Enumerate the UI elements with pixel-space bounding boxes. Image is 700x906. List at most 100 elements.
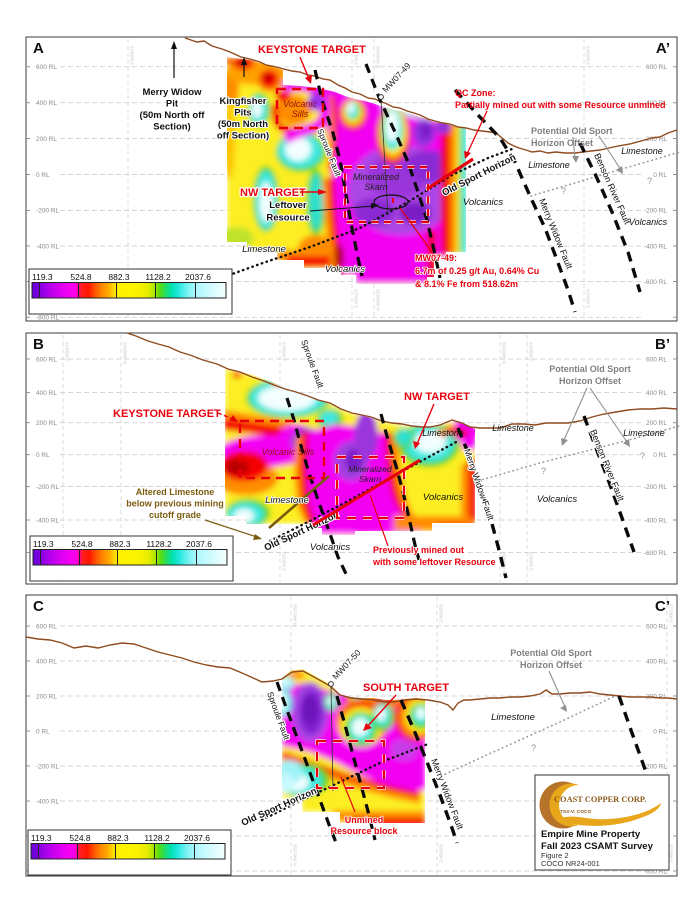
svg-text:882.3: 882.3 <box>108 272 130 282</box>
svg-text:Volcanics: Volcanics <box>463 197 504 208</box>
svg-text:5590000 N: 5590000 N <box>123 342 128 364</box>
svg-text:882.3: 882.3 <box>109 539 131 549</box>
svg-text:5597000 N: 5597000 N <box>293 604 298 626</box>
svg-text:?: ? <box>531 743 536 753</box>
svg-text:882.3: 882.3 <box>107 833 129 843</box>
svg-text:0 RL: 0 RL <box>36 728 50 735</box>
svg-text:400 RL: 400 RL <box>36 100 57 107</box>
svg-text:Potential Old Sport: Potential Old Sport <box>510 648 592 658</box>
svg-text:1128.2: 1128.2 <box>145 272 171 282</box>
svg-text:626000 E: 626000 E <box>586 289 591 308</box>
svg-text:?: ? <box>541 466 546 476</box>
svg-text:-200 RL: -200 RL <box>36 763 60 770</box>
svg-text:& 8.1% Fe from 518.62m: & 8.1% Fe from 518.62m <box>415 279 518 289</box>
svg-text:MW07-49:: MW07-49: <box>415 253 457 263</box>
svg-text:Limestone: Limestone <box>491 712 535 723</box>
svg-text:5590000 N: 5590000 N <box>502 342 507 364</box>
svg-text:Pits: Pits <box>234 108 251 119</box>
svg-text:Volcanics: Volcanics <box>325 264 366 275</box>
svg-text:Figure 2: Figure 2 <box>541 851 569 860</box>
svg-text:Volcanics: Volcanics <box>423 492 464 503</box>
svg-text:Volcanics: Volcanics <box>310 542 351 553</box>
svg-text:Mineralized: Mineralized <box>348 464 392 474</box>
svg-text:Section): Section) <box>153 122 190 133</box>
svg-text:-400 RL: -400 RL <box>36 517 60 524</box>
svg-text:Volcanics: Volcanics <box>537 494 578 505</box>
svg-text:400 RL: 400 RL <box>36 658 57 665</box>
svg-text:Limestone: Limestone <box>621 146 663 156</box>
svg-text:COAST COPPER CORP.: COAST COPPER CORP. <box>554 795 646 804</box>
svg-text:B: B <box>33 336 44 353</box>
svg-text:Limestone: Limestone <box>623 428 665 438</box>
svg-text:524.8: 524.8 <box>71 539 93 549</box>
svg-text:Volcanic Sills: Volcanic Sills <box>262 447 315 457</box>
svg-text:Skarn: Skarn <box>359 474 381 484</box>
svg-text:Unmined: Unmined <box>345 815 384 825</box>
svg-text:624000 E: 624000 E <box>130 46 135 65</box>
svg-text:Partially mined out with some: Partially mined out with some Resource u… <box>455 100 666 110</box>
svg-text:-400 RL: -400 RL <box>36 798 60 805</box>
svg-text:Limestone: Limestone <box>528 160 570 170</box>
svg-text:QC Zone:: QC Zone: <box>455 88 496 98</box>
svg-text:119.3: 119.3 <box>31 833 52 843</box>
svg-text:600 RL: 600 RL <box>646 356 667 363</box>
svg-text:400 RL: 400 RL <box>646 390 667 397</box>
svg-text:-800 RL: -800 RL <box>36 315 60 322</box>
svg-text:400 RL: 400 RL <box>646 100 667 107</box>
svg-text:Limestone: Limestone <box>422 428 464 438</box>
svg-text:Sills: Sills <box>292 109 309 119</box>
svg-text:Volcanics: Volcanics <box>629 217 668 227</box>
svg-text:B’: B’ <box>655 336 670 353</box>
svg-text:200 RL: 200 RL <box>646 136 667 143</box>
svg-text:COCO NR24-001: COCO NR24-001 <box>541 859 600 868</box>
svg-text:Limestone: Limestone <box>265 495 309 506</box>
svg-text:625000 E: 625000 E <box>354 289 359 308</box>
svg-text:-200 RL: -200 RL <box>36 484 60 491</box>
svg-text:-600 RL: -600 RL <box>644 279 668 286</box>
svg-text:-200 RL: -200 RL <box>644 208 668 215</box>
svg-text:626000 E: 626000 E <box>586 46 591 65</box>
svg-text:Horizon Offset: Horizon Offset <box>531 138 593 148</box>
svg-text:200 RL: 200 RL <box>646 693 667 700</box>
svg-text:Empire Mine Property: Empire Mine Property <box>541 829 641 840</box>
svg-text:-200 RL: -200 RL <box>644 763 668 770</box>
svg-text:627000 E: 627000 E <box>669 604 674 623</box>
svg-text:-400 RL: -400 RL <box>644 517 668 524</box>
svg-text:600 RL: 600 RL <box>36 623 57 630</box>
svg-text:?: ? <box>647 176 652 186</box>
svg-text:627000 E: 627000 E <box>669 844 674 863</box>
svg-text:200 RL: 200 RL <box>36 693 57 700</box>
svg-text:C: C <box>33 598 44 615</box>
svg-text:KEYSTONE TARGET: KEYSTONE TARGET <box>113 408 221 420</box>
svg-text:626000 E: 626000 E <box>529 552 534 571</box>
svg-text:with some leftover Resource: with some leftover Resource <box>372 557 496 567</box>
svg-text:600 RL: 600 RL <box>36 64 57 71</box>
svg-text:Limestone: Limestone <box>242 244 286 255</box>
svg-text:A: A <box>33 40 44 57</box>
svg-text:600 RL: 600 RL <box>646 64 667 71</box>
svg-text:0 RL: 0 RL <box>36 452 50 459</box>
svg-text:NW TARGET: NW TARGET <box>240 187 306 199</box>
svg-text:?: ? <box>561 186 566 196</box>
svg-text:2037.6: 2037.6 <box>185 272 211 282</box>
svg-text:NW TARGET: NW TARGET <box>404 391 470 403</box>
svg-text:620000 E: 620000 E <box>439 844 444 863</box>
svg-text:Resource: Resource <box>266 213 309 224</box>
svg-text:?: ? <box>640 451 645 461</box>
svg-text:625000 E: 625000 E <box>282 342 287 361</box>
svg-text:Altered Limestone: Altered Limestone <box>136 487 215 497</box>
svg-text:624000 E: 624000 E <box>65 342 70 361</box>
svg-text:-600 RL: -600 RL <box>644 550 668 557</box>
svg-text:-400 RL: -400 RL <box>644 243 668 250</box>
svg-text:524.8: 524.8 <box>69 833 91 843</box>
svg-text:5590000 N: 5590000 N <box>376 289 381 311</box>
svg-text:2037.6: 2037.6 <box>184 833 210 843</box>
svg-text:625000 E: 625000 E <box>354 46 359 65</box>
svg-text:A’: A’ <box>656 40 670 57</box>
svg-text:Fall 2023 CSAMT Survey: Fall 2023 CSAMT Survey <box>541 841 654 852</box>
svg-text:Kingfisher: Kingfisher <box>220 96 267 107</box>
svg-text:200 RL: 200 RL <box>36 420 57 427</box>
svg-text:5590000 N: 5590000 N <box>376 46 381 68</box>
svg-text:C’: C’ <box>655 598 670 615</box>
svg-text:600 RL: 600 RL <box>646 623 667 630</box>
